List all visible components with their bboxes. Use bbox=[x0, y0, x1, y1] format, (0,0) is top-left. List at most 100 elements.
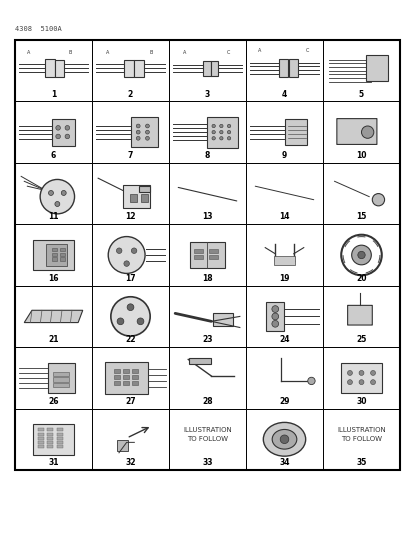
Text: 7: 7 bbox=[128, 151, 133, 160]
Text: 14: 14 bbox=[279, 213, 289, 221]
Polygon shape bbox=[92, 163, 169, 224]
FancyBboxPatch shape bbox=[56, 432, 63, 435]
FancyBboxPatch shape bbox=[45, 59, 55, 77]
Polygon shape bbox=[15, 409, 92, 470]
Circle shape bbox=[127, 304, 134, 311]
FancyBboxPatch shape bbox=[47, 437, 53, 440]
Text: 11: 11 bbox=[48, 213, 58, 221]
Polygon shape bbox=[24, 310, 83, 322]
Text: 12: 12 bbox=[125, 213, 135, 221]
Circle shape bbox=[271, 306, 278, 312]
Text: 31: 31 bbox=[48, 458, 58, 467]
FancyBboxPatch shape bbox=[53, 383, 69, 387]
Polygon shape bbox=[245, 101, 322, 163]
Circle shape bbox=[357, 252, 364, 259]
FancyBboxPatch shape bbox=[60, 253, 65, 256]
FancyBboxPatch shape bbox=[134, 60, 143, 77]
FancyBboxPatch shape bbox=[123, 185, 150, 208]
FancyBboxPatch shape bbox=[123, 369, 129, 373]
Text: 18: 18 bbox=[202, 274, 212, 283]
Polygon shape bbox=[169, 163, 245, 224]
Circle shape bbox=[279, 435, 288, 443]
Text: 23: 23 bbox=[202, 335, 212, 344]
Text: A: A bbox=[27, 50, 31, 55]
Polygon shape bbox=[92, 101, 169, 163]
Circle shape bbox=[227, 124, 230, 128]
FancyBboxPatch shape bbox=[123, 381, 129, 385]
Text: 35: 35 bbox=[355, 458, 366, 467]
FancyBboxPatch shape bbox=[189, 358, 210, 364]
Text: 34: 34 bbox=[279, 458, 289, 467]
FancyBboxPatch shape bbox=[34, 240, 73, 270]
Text: 6: 6 bbox=[51, 151, 56, 160]
FancyBboxPatch shape bbox=[138, 185, 150, 192]
Circle shape bbox=[358, 370, 363, 375]
Text: 24: 24 bbox=[279, 335, 289, 344]
Circle shape bbox=[136, 124, 140, 128]
Text: 2: 2 bbox=[128, 90, 133, 99]
Text: 28: 28 bbox=[202, 397, 212, 406]
Polygon shape bbox=[245, 409, 322, 470]
Circle shape bbox=[65, 134, 70, 139]
Text: 33: 33 bbox=[202, 458, 212, 467]
Circle shape bbox=[219, 136, 222, 140]
FancyBboxPatch shape bbox=[105, 362, 148, 394]
FancyBboxPatch shape bbox=[279, 59, 288, 77]
Polygon shape bbox=[15, 101, 92, 163]
Text: 15: 15 bbox=[355, 213, 366, 221]
FancyBboxPatch shape bbox=[38, 432, 44, 435]
Text: 19: 19 bbox=[279, 274, 289, 283]
Ellipse shape bbox=[272, 430, 296, 449]
Circle shape bbox=[219, 124, 222, 128]
Text: 22: 22 bbox=[125, 335, 135, 344]
Circle shape bbox=[116, 248, 121, 254]
FancyBboxPatch shape bbox=[209, 255, 218, 259]
FancyBboxPatch shape bbox=[273, 256, 294, 265]
FancyBboxPatch shape bbox=[209, 249, 218, 253]
FancyBboxPatch shape bbox=[56, 428, 63, 431]
Text: 3: 3 bbox=[204, 90, 210, 99]
Polygon shape bbox=[245, 40, 322, 101]
Circle shape bbox=[271, 320, 278, 327]
Polygon shape bbox=[322, 347, 399, 409]
FancyBboxPatch shape bbox=[60, 248, 65, 252]
FancyBboxPatch shape bbox=[124, 60, 133, 77]
Circle shape bbox=[108, 237, 145, 273]
Polygon shape bbox=[92, 286, 169, 347]
Polygon shape bbox=[322, 286, 399, 347]
FancyBboxPatch shape bbox=[190, 242, 224, 268]
Text: 4: 4 bbox=[281, 90, 286, 99]
Circle shape bbox=[370, 379, 375, 385]
Text: B: B bbox=[149, 50, 153, 55]
FancyBboxPatch shape bbox=[288, 59, 298, 77]
Polygon shape bbox=[245, 224, 322, 286]
Circle shape bbox=[61, 190, 66, 196]
FancyBboxPatch shape bbox=[52, 253, 57, 256]
Circle shape bbox=[211, 136, 215, 140]
FancyBboxPatch shape bbox=[47, 446, 53, 448]
FancyBboxPatch shape bbox=[341, 363, 381, 393]
Circle shape bbox=[145, 130, 149, 134]
Circle shape bbox=[227, 136, 230, 140]
FancyBboxPatch shape bbox=[123, 375, 129, 379]
Polygon shape bbox=[322, 40, 399, 101]
Circle shape bbox=[145, 136, 149, 140]
Circle shape bbox=[131, 248, 137, 254]
FancyBboxPatch shape bbox=[56, 446, 63, 448]
FancyBboxPatch shape bbox=[52, 248, 57, 252]
Text: 9: 9 bbox=[281, 151, 286, 160]
Polygon shape bbox=[245, 163, 322, 224]
FancyBboxPatch shape bbox=[347, 305, 371, 325]
Circle shape bbox=[347, 379, 352, 385]
Text: 8: 8 bbox=[204, 151, 210, 160]
Polygon shape bbox=[15, 163, 92, 224]
Text: A: A bbox=[182, 50, 186, 55]
Circle shape bbox=[307, 377, 315, 385]
Text: 26: 26 bbox=[48, 397, 58, 406]
FancyBboxPatch shape bbox=[56, 441, 63, 444]
Polygon shape bbox=[92, 409, 169, 470]
FancyBboxPatch shape bbox=[213, 313, 232, 326]
FancyBboxPatch shape bbox=[47, 432, 53, 435]
Text: A: A bbox=[106, 50, 109, 55]
FancyBboxPatch shape bbox=[55, 60, 64, 77]
